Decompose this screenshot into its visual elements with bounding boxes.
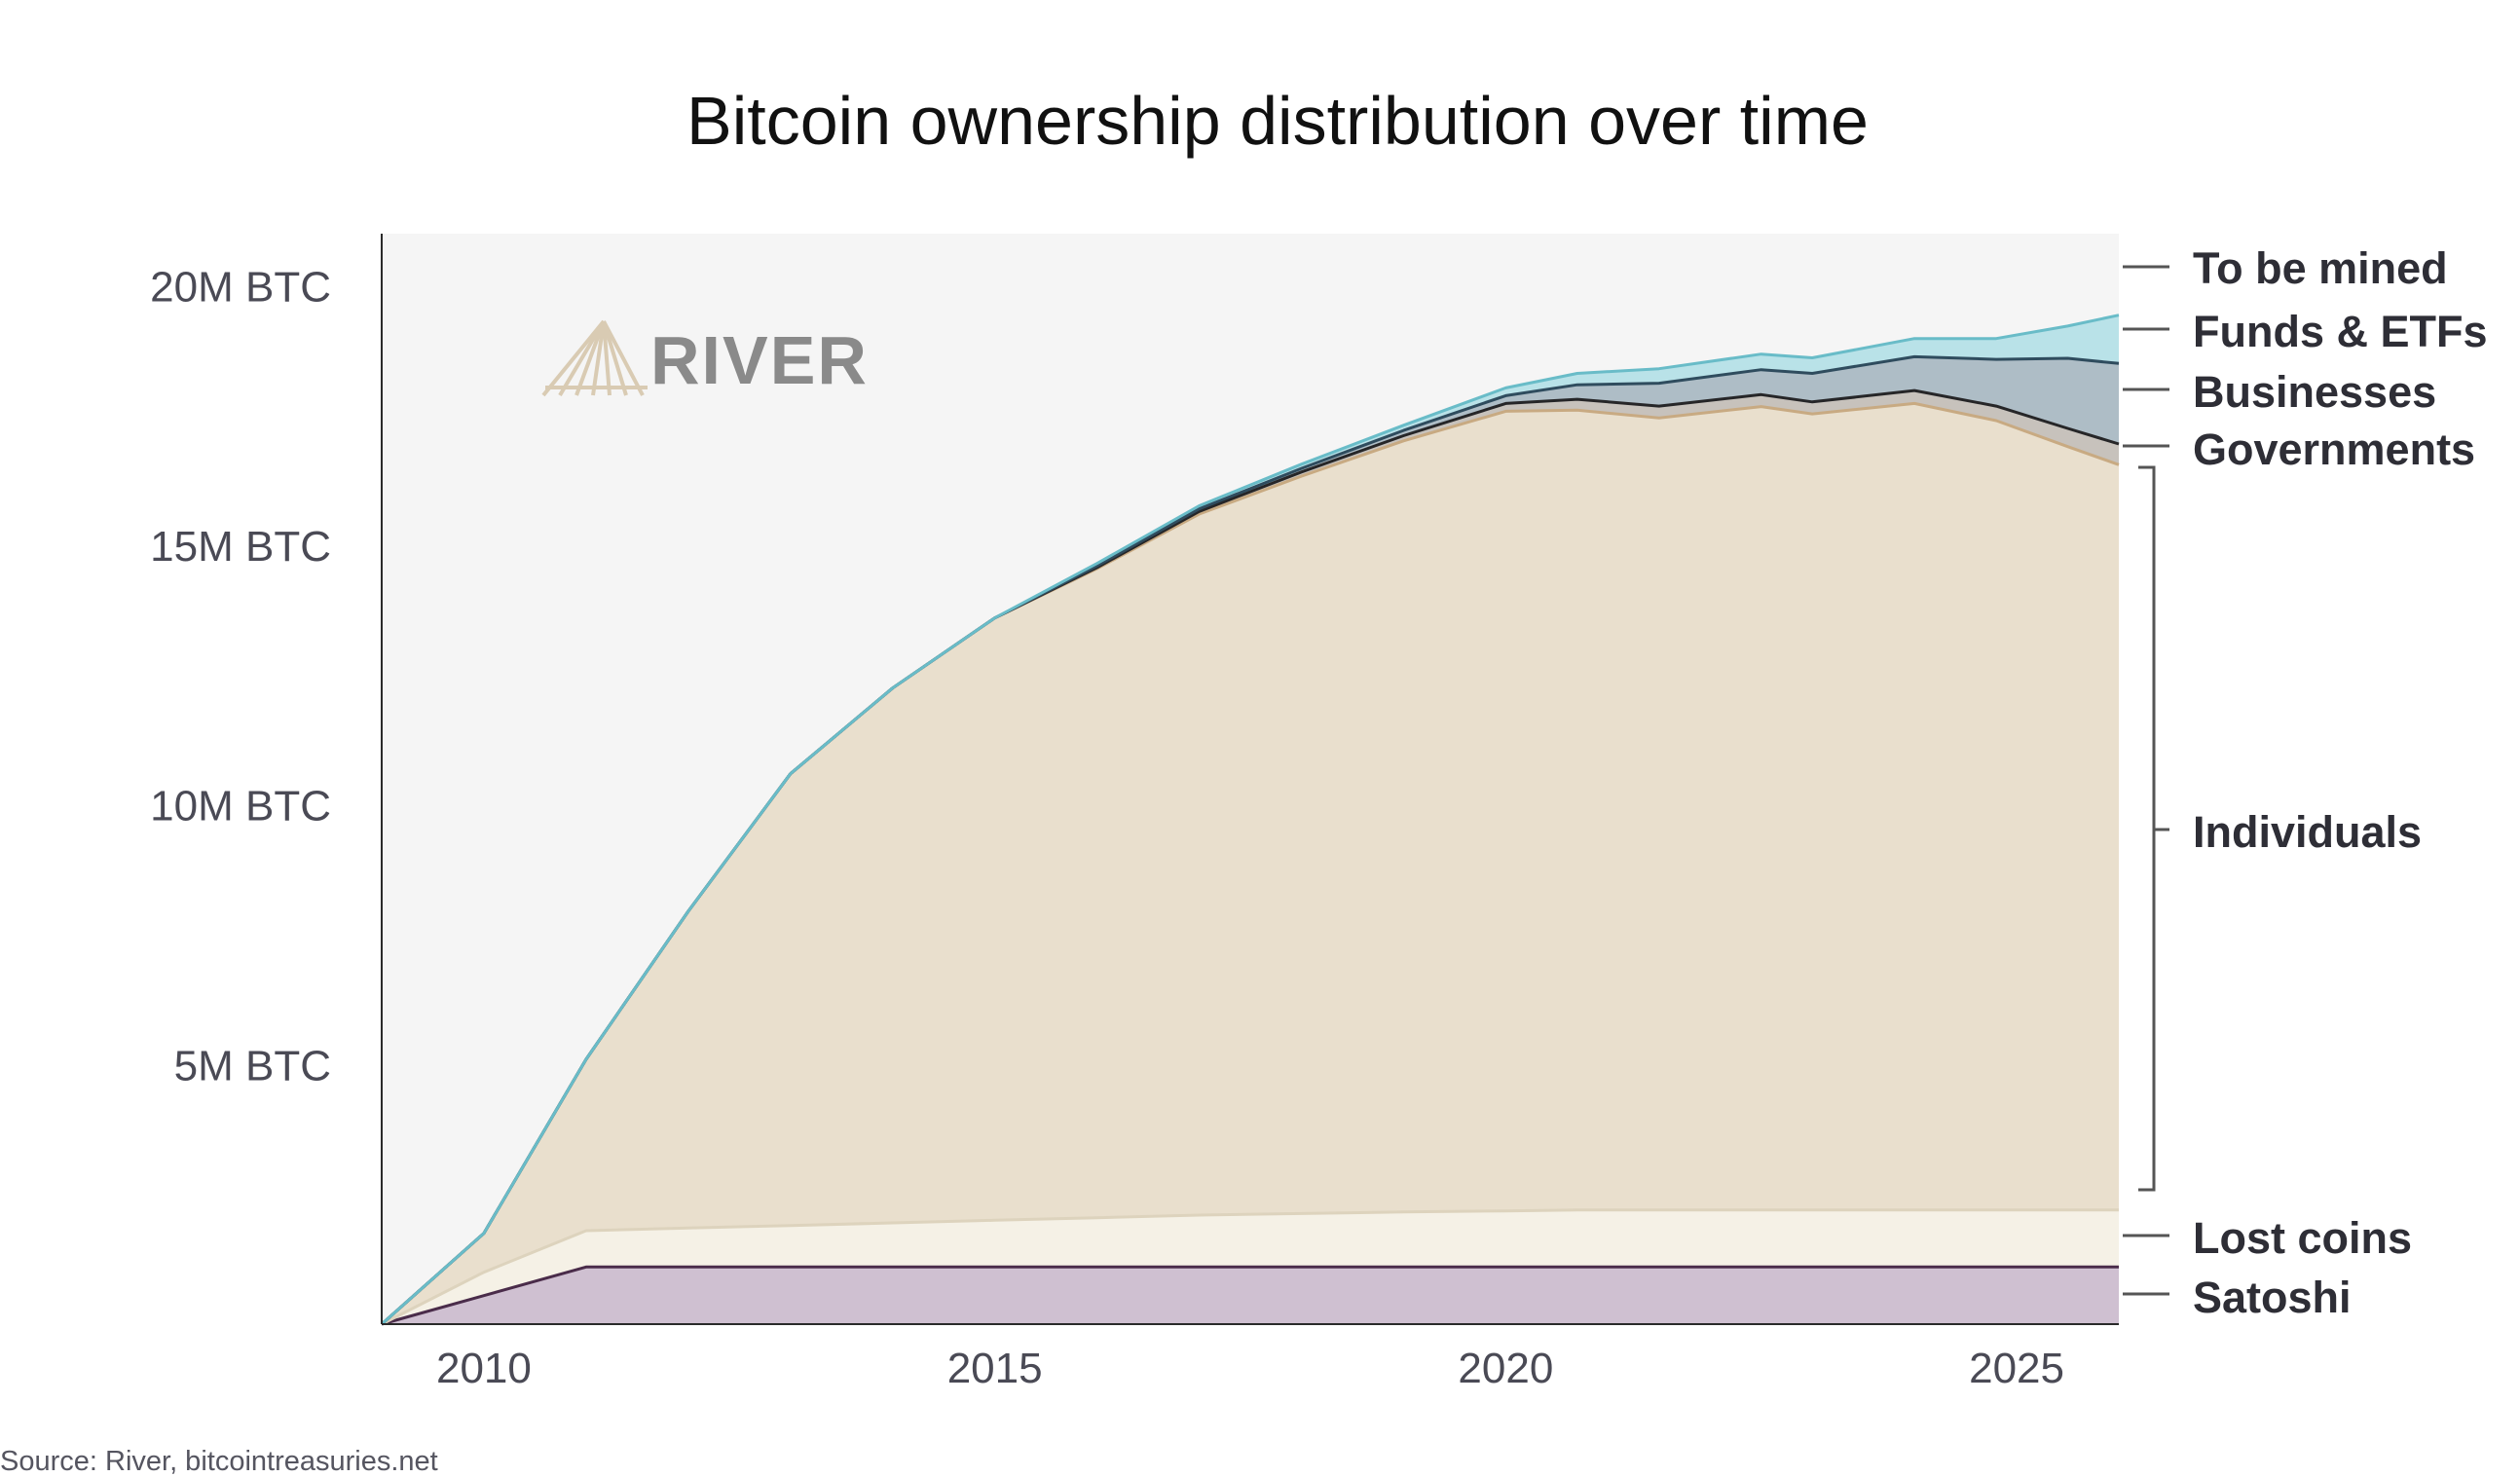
- x-tick-labels: 2010 2015 2020 2025: [436, 1345, 2064, 1392]
- y-tick-label: 5M BTC: [174, 1042, 331, 1089]
- legend-funds-etfs: Funds & ETFs: [2193, 307, 2488, 356]
- legend-satoshi: Satoshi: [2193, 1273, 2352, 1322]
- area-lost-coins: [382, 1209, 2119, 1324]
- stacked-areas: [382, 314, 2119, 1325]
- x-tick-label: 2025: [1969, 1345, 2064, 1392]
- y-tick-label: 20M BTC: [150, 263, 331, 311]
- x-tick-label: 2015: [947, 1345, 1043, 1392]
- legend-lost-coins: Lost coins: [2193, 1213, 2412, 1263]
- river-logo-text: RIVER: [650, 322, 869, 398]
- legend-individuals: Individuals: [2193, 807, 2422, 857]
- y-tick-label: 10M BTC: [150, 783, 331, 831]
- area-individuals: [382, 403, 2119, 1324]
- bracket-individuals: [2138, 465, 2156, 1192]
- y-tick-label: 15M BTC: [150, 523, 331, 571]
- legend-to-be-mined: To be mined: [2193, 243, 2448, 293]
- line-funds-etfs: [381, 314, 2120, 1326]
- area-satoshi: [382, 1267, 2119, 1324]
- river-logo: RIVER: [541, 319, 869, 398]
- legend-governments: Governments: [2193, 425, 2475, 474]
- series-lines: [381, 314, 2120, 1326]
- chart-title: Bitcoin ownership distribution over time: [686, 83, 1869, 159]
- x-tick-label: 2020: [1458, 1345, 1553, 1392]
- line-lost-coins: [381, 1208, 2119, 1326]
- line-satoshi: [381, 1265, 2119, 1326]
- x-tick-label: 2010: [436, 1345, 532, 1392]
- legend: To be mined Funds & ETFs Businesses Gove…: [2123, 243, 2488, 1322]
- y-tick-labels: 5M BTC 10M BTC 15M BTC 20M BTC: [150, 263, 331, 1089]
- legend-businesses: Businesses: [2193, 367, 2436, 417]
- river-logo-icon: [541, 319, 648, 397]
- source-note: Source: River, bitcointreasuries.net: [0, 1446, 438, 1477]
